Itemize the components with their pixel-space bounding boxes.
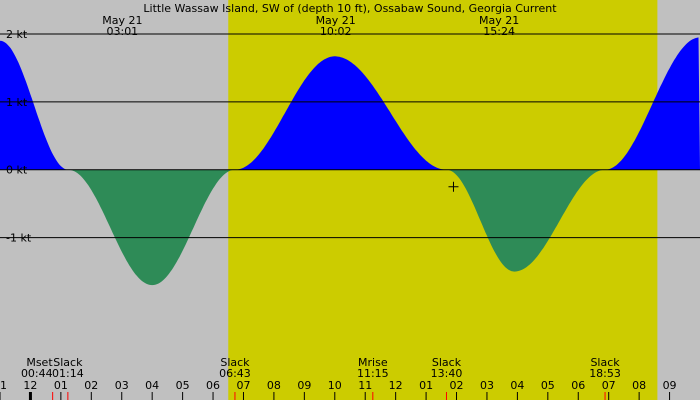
event-label: Slack <box>590 356 620 369</box>
crosshair-cursor <box>448 181 459 192</box>
x-tick-label: 11 <box>0 379 7 392</box>
x-tick-label: 06 <box>571 379 585 392</box>
top-date-label: May 21 <box>102 14 142 27</box>
x-tick-label: 12 <box>389 379 403 392</box>
x-tick-label: 12 <box>23 379 37 392</box>
event-time: 06:43 <box>219 367 251 380</box>
top-time-label: 10:02 <box>320 25 352 38</box>
event-label: Mset <box>26 356 53 369</box>
y-tick-label: 2 kt <box>6 28 28 41</box>
x-tick-label: 01 <box>419 379 433 392</box>
x-tick-label: 11 <box>358 379 372 392</box>
x-tick-label: 02 <box>450 379 464 392</box>
x-tick-label: 04 <box>145 379 159 392</box>
x-tick-label: 06 <box>206 379 220 392</box>
chart-title: Little Wassaw Island, SW of (depth 10 ft… <box>143 2 557 15</box>
y-tick-label: 1 kt <box>6 96 28 109</box>
event-label: Slack <box>220 356 250 369</box>
flood-current-area <box>235 56 446 170</box>
x-tick-label: 09 <box>663 379 677 392</box>
event-time: 18:53 <box>589 367 621 380</box>
x-tick-label: 09 <box>297 379 311 392</box>
x-tick-label: 08 <box>632 379 646 392</box>
event-time: 13:40 <box>431 367 463 380</box>
daylight-band <box>228 0 658 400</box>
x-tick-label: 03 <box>115 379 129 392</box>
x-tick-label: 07 <box>236 379 250 392</box>
event-time: 01:14 <box>52 367 84 380</box>
x-tick-label: 10 <box>328 379 342 392</box>
top-date-label: May 21 <box>316 14 356 27</box>
x-tick-label: 01 <box>54 379 68 392</box>
event-time: 00:44 <box>21 367 53 380</box>
flood-current-area <box>605 37 700 170</box>
x-tick-label: 05 <box>176 379 190 392</box>
y-tick-label: -1 kt <box>6 232 32 245</box>
x-tick-label: 05 <box>541 379 555 392</box>
top-date-label: May 21 <box>479 14 519 27</box>
event-label: Slack <box>53 356 83 369</box>
top-time-label: 15:24 <box>483 25 515 38</box>
event-time: 11:15 <box>357 367 389 380</box>
x-tick-label: 02 <box>84 379 98 392</box>
top-time-label: 03:01 <box>106 25 138 38</box>
ebb-current-area <box>68 169 235 286</box>
x-tick-label: 03 <box>480 379 494 392</box>
y-tick-label: 0 kt <box>6 164 28 177</box>
flood-current-area <box>0 40 67 170</box>
x-tick-label: 07 <box>602 379 616 392</box>
ebb-current-area <box>447 169 605 272</box>
x-tick-label: 04 <box>510 379 524 392</box>
event-label: Mrise <box>358 356 388 369</box>
x-tick-label: 08 <box>267 379 281 392</box>
event-label: Slack <box>432 356 462 369</box>
midnight-marker <box>28 392 32 400</box>
